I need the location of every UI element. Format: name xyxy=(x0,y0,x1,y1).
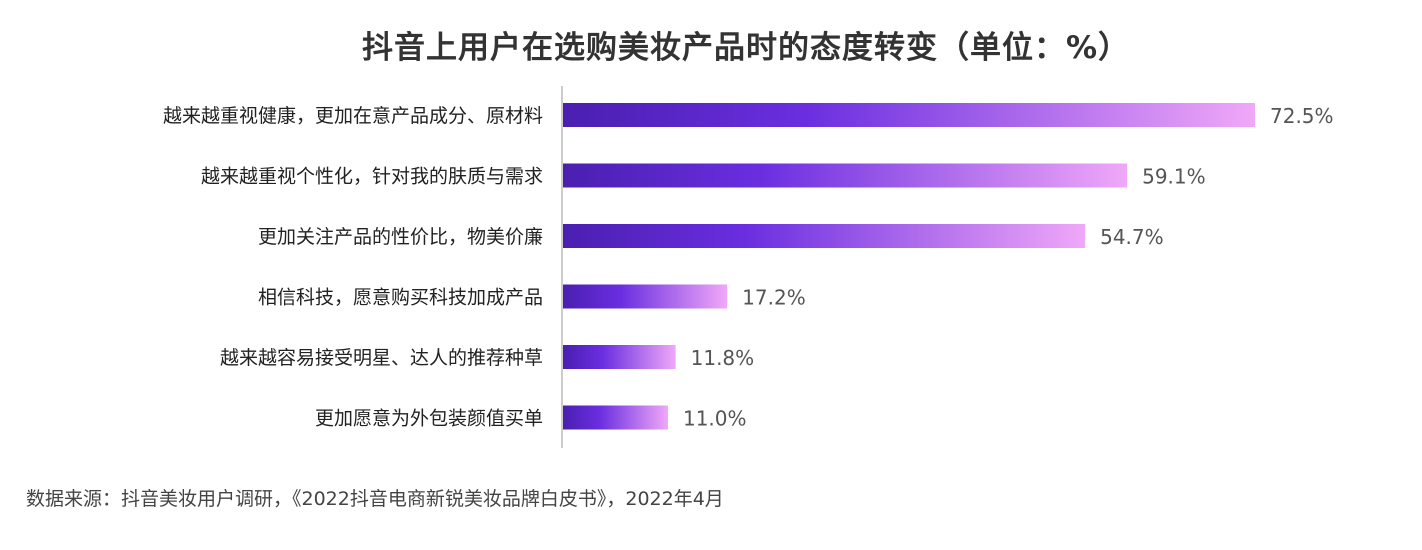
category-label: 越来越重视健康，更加在意产品成分、原材料 xyxy=(163,105,543,127)
source-note: 数据来源：抖音美妆用户调研，《2022抖音电商新锐美妆品牌白皮书》，2022年4… xyxy=(26,488,724,510)
bar xyxy=(563,163,1128,188)
bar xyxy=(563,284,728,309)
value-label: 11.0% xyxy=(683,407,747,431)
category-label: 相信科技，愿意购买科技加成产品 xyxy=(258,287,543,309)
bar xyxy=(563,345,676,369)
bar xyxy=(563,405,668,430)
bar xyxy=(563,224,1086,248)
category-label: 越来越容易接受明星、达人的推荐种草 xyxy=(220,347,543,369)
value-label: 59.1% xyxy=(1142,165,1206,189)
value-label: 17.2% xyxy=(742,286,806,310)
bar xyxy=(563,103,1255,127)
value-label: 11.8% xyxy=(691,346,755,370)
bars-group: 越来越重视健康，更加在意产品成分、原材料 72.5% 越来越重视个性化，针对我的肤质… xyxy=(163,103,1334,431)
category-label: 更加关注产品的性价比，物美价廉 xyxy=(258,226,543,248)
category-label: 更加愿意为外包装颜值买单 xyxy=(315,408,543,430)
value-label: 54.7% xyxy=(1100,225,1164,249)
category-label: 越来越重视个性化，针对我的肤质与需求 xyxy=(201,166,543,188)
value-label: 72.5% xyxy=(1270,104,1334,128)
chart-title: 抖音上用户在选购美妆产品时的态度转变（单位：%） xyxy=(361,30,1131,66)
